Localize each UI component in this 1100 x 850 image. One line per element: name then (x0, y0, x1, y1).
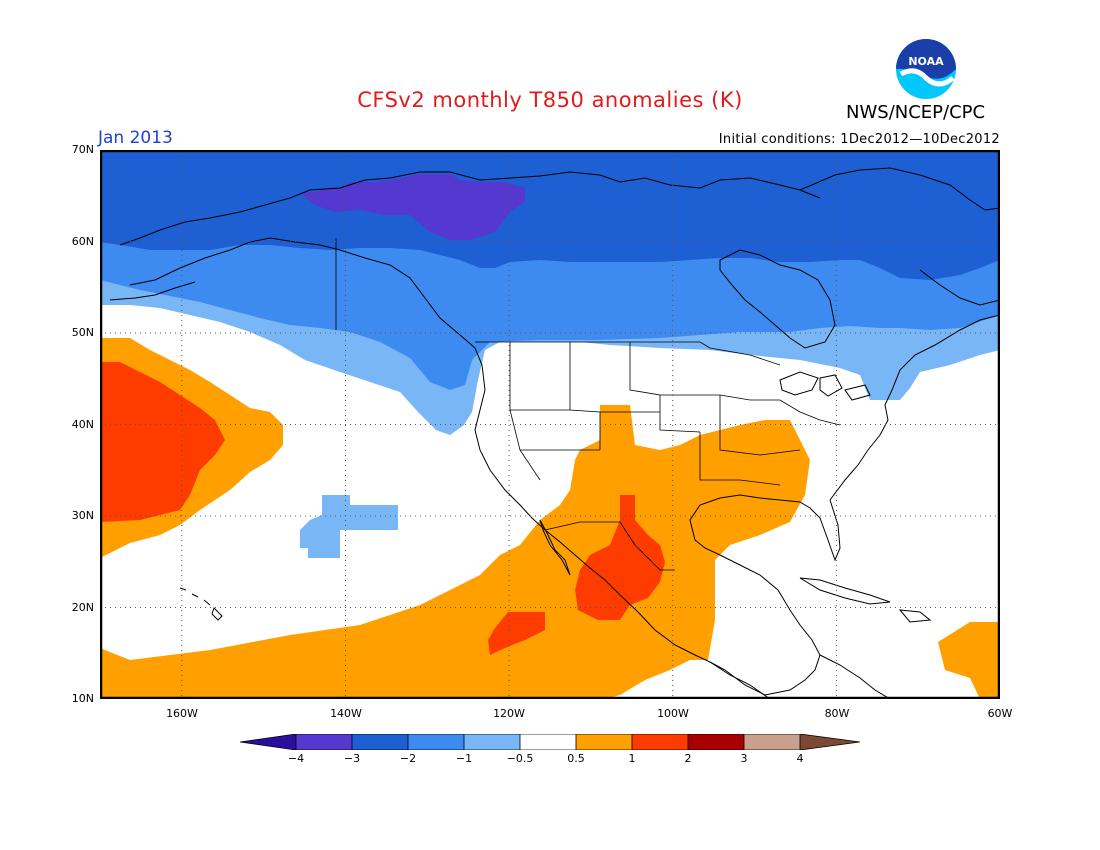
colorbar-swatch-7 (632, 734, 688, 750)
colorbar-label-3: 3 (740, 752, 748, 765)
colorbar-swatch-0 (240, 734, 296, 750)
colorbar-swatch-1 (296, 734, 352, 750)
lat-label-50n: 50N (71, 326, 94, 339)
colorbar (239, 733, 861, 751)
colorbar-swatch-2 (352, 734, 408, 750)
anomaly-dark-blue (100, 150, 1000, 280)
map-frame (99, 149, 1001, 700)
anomaly-red-mexico (575, 495, 665, 620)
lon-label-100w: 100W (657, 707, 689, 720)
colorbar-label-2: 2 (684, 752, 692, 765)
warm-anomaly-fields (100, 338, 1000, 699)
colorbar-label-4: 4 (796, 752, 804, 765)
map-title: CFSv2 monthly T850 anomalies (K) (357, 88, 743, 112)
anomaly-red-pacific (100, 362, 225, 522)
colorbar-label-minus2: −2 (399, 752, 417, 765)
lon-label-80w: 80W (824, 707, 850, 720)
colorbar-swatch-9 (744, 734, 800, 750)
lon-label-120w: 120W (493, 707, 525, 720)
colorbar-label-minus4: −4 (287, 752, 305, 765)
lat-label-70n: 70N (71, 143, 94, 156)
anomaly-red-pacific-south (488, 612, 545, 655)
colorbar-swatch-5 (520, 734, 576, 750)
agency-label: NWS/NCEP/CPC (846, 102, 986, 123)
cold-anomaly-fields (100, 150, 1000, 558)
colorbar-swatch-6 (576, 734, 632, 750)
colorbar-label-minus05: −0.5 (506, 752, 534, 765)
colorbar-swatch-3 (408, 734, 464, 750)
colorbar-label-1: 1 (628, 752, 636, 765)
colorbar-swatch-4 (464, 734, 520, 750)
colorbar-swatch-8 (688, 734, 744, 750)
lat-label-10n: 10N (71, 692, 94, 705)
anomaly-purple (300, 174, 525, 240)
anomaly-light-blue-pacific (300, 495, 398, 558)
lon-label-60w: 60W (987, 707, 1013, 720)
colorbar-label-05: 0.5 (567, 752, 585, 765)
noaa-logo: NOAA (895, 38, 957, 100)
anomaly-orange-caribbean (938, 622, 1000, 699)
lon-label-160w: 160W (166, 707, 198, 720)
political-boundaries (335, 238, 841, 571)
svg-text:NOAA: NOAA (908, 55, 944, 68)
lat-label-20n: 20N (71, 601, 94, 614)
anomaly-orange-south (100, 405, 810, 699)
anomaly-map (99, 149, 1001, 700)
colorbar-label-minus3: −3 (343, 752, 361, 765)
forecast-period: Jan 2013 (98, 128, 173, 148)
colorbar-label-minus1: −1 (455, 752, 473, 765)
lon-label-140w: 140W (330, 707, 362, 720)
graticule (100, 150, 1000, 699)
initial-conditions: Initial conditions: 1Dec2012—10Dec2012 (718, 132, 1000, 147)
colorbar-swatch-10 (800, 734, 860, 750)
lat-label-40n: 40N (71, 418, 94, 431)
lat-label-60n: 60N (71, 235, 94, 248)
lat-label-30n: 30N (71, 509, 94, 522)
